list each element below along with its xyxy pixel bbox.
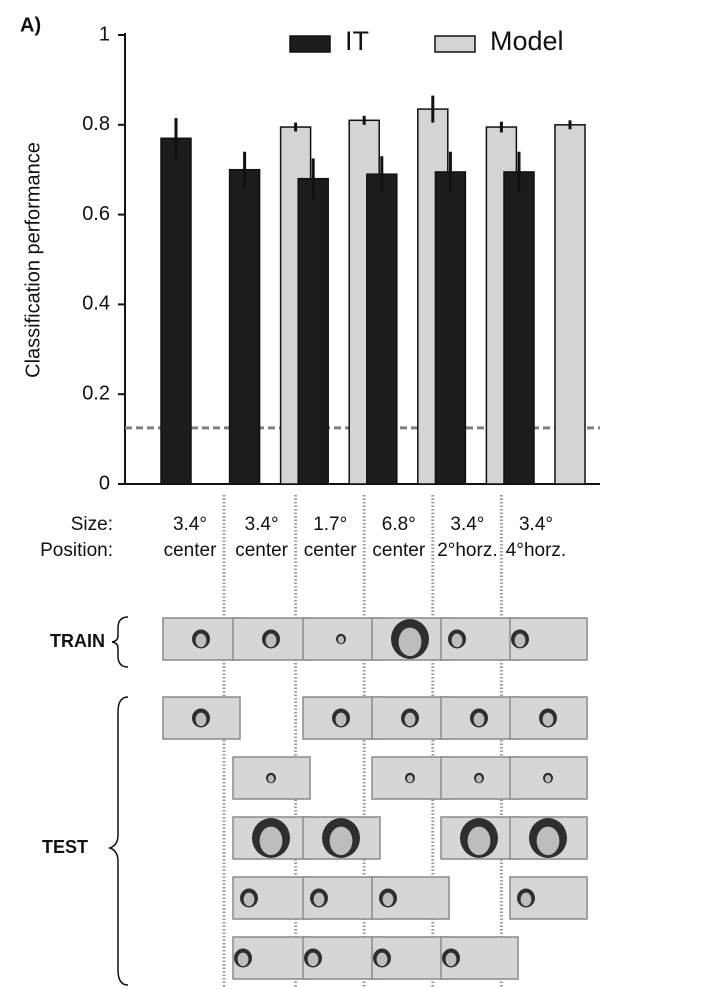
x-tick-label: 3.4° <box>519 514 553 535</box>
bar <box>504 172 534 484</box>
x-tick-label: 1.7° <box>313 514 347 535</box>
figure: A) Classification performance Size: Posi… <box>0 0 711 989</box>
x-tick-label: 2°horz. <box>437 540 497 561</box>
stimulus-face-inner <box>399 628 422 657</box>
stimulus-face-inner <box>266 634 277 648</box>
bar <box>161 138 191 484</box>
stimulus-face-inner <box>537 827 560 856</box>
x-tick-label: 4°horz. <box>506 540 566 561</box>
brace <box>112 617 128 667</box>
stimulus-face-inner <box>543 713 554 727</box>
stimulus-face-inner <box>336 713 347 727</box>
x-tick-label: center <box>304 540 357 561</box>
bar <box>555 125 585 484</box>
stimulus-face-inner <box>521 893 532 907</box>
y-tick-label: 0.6 <box>82 203 110 225</box>
stimulus-face-inner <box>407 775 413 783</box>
stimulus-face-inner <box>405 713 416 727</box>
x-tick-label: 3.4° <box>173 514 207 535</box>
y-tick-label: 0 <box>99 472 110 494</box>
x-tick-label: 3.4° <box>450 514 484 535</box>
bar <box>367 174 397 484</box>
stimulus-face-inner <box>314 893 325 907</box>
bar <box>230 170 260 484</box>
row-label: Size: <box>71 514 113 535</box>
panel-label: A) <box>20 14 41 36</box>
stimulus-face-inner <box>468 827 491 856</box>
stimulus-face-inner <box>383 893 394 907</box>
stimulus-face-inner <box>196 713 207 727</box>
brace <box>110 697 128 985</box>
stimulus-face-inner <box>244 893 255 907</box>
x-tick-label: center <box>235 540 288 561</box>
test-label: TEST <box>42 837 88 857</box>
stimulus-face-inner <box>515 634 526 648</box>
train-label: TRAIN <box>50 631 105 651</box>
x-tick-label: center <box>164 540 217 561</box>
stimulus-face-inner <box>476 775 482 783</box>
x-tick-label: 3.4° <box>245 514 279 535</box>
stimulus-face-inner <box>268 775 274 783</box>
stimulus-face-inner <box>446 953 457 967</box>
y-tick-label: 0.4 <box>82 293 110 315</box>
stimulus-face-inner <box>338 636 344 644</box>
x-tick-label: 6.8° <box>382 514 416 535</box>
stimulus-face-inner <box>474 713 485 727</box>
bar <box>435 172 465 484</box>
stimulus-face-inner <box>238 953 249 967</box>
legend-swatch <box>435 36 475 52</box>
legend-label: Model <box>490 26 564 56</box>
stimulus-face-inner <box>545 775 551 783</box>
legend-swatch <box>290 36 330 52</box>
row-label: Position: <box>40 540 113 561</box>
legend-label: IT <box>345 26 369 56</box>
x-tick-label: center <box>372 540 425 561</box>
y-tick-label: 1 <box>99 23 110 45</box>
stimulus-face-inner <box>260 827 283 856</box>
y-tick-label: 0.8 <box>82 113 110 135</box>
stimulus-face-inner <box>330 827 353 856</box>
stimulus-face-inner <box>196 634 207 648</box>
y-tick-label: 0.2 <box>82 382 110 404</box>
y-axis-label: Classification performance <box>22 142 44 378</box>
stimulus-face-inner <box>377 953 388 967</box>
stimulus-face-inner <box>308 953 319 967</box>
stimulus-face-inner <box>452 634 463 648</box>
bar <box>298 179 328 484</box>
